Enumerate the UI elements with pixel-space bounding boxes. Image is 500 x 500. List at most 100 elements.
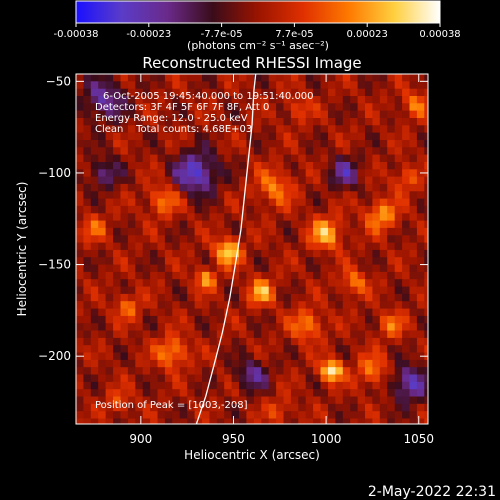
heatmap-cell — [409, 220, 418, 229]
heatmap-cell — [379, 169, 388, 178]
heatmap-cell — [335, 403, 344, 412]
heatmap-cell — [394, 88, 403, 97]
heatmap-cell — [253, 374, 262, 383]
heatmap-cell — [350, 315, 359, 324]
heatmap-cell — [261, 293, 270, 302]
heatmap-cell — [372, 103, 381, 112]
heatmap-cell — [261, 279, 270, 288]
heatmap-cell — [194, 323, 203, 332]
heatmap-cell — [298, 330, 307, 339]
heatmap-cell — [320, 315, 329, 324]
heatmap-cell — [135, 249, 144, 258]
heatmap-cell — [150, 279, 159, 288]
heatmap-cell — [357, 220, 366, 229]
heatmap-cell — [187, 227, 196, 236]
heatmap-cell — [313, 286, 322, 295]
heatmap-cell — [164, 359, 173, 368]
heatmap-cell — [409, 191, 418, 200]
heatmap-cell — [164, 301, 173, 310]
heatmap-cell — [328, 118, 336, 126]
heatmap-cell — [313, 154, 322, 163]
heatmap-cell — [416, 279, 425, 288]
heatmap-cell — [142, 330, 151, 339]
heatmap-cell — [350, 242, 359, 251]
heatmap-cell — [239, 169, 247, 178]
heatmap-cell — [142, 154, 151, 163]
heatmap-cell — [290, 154, 299, 163]
heatmap-cell — [253, 367, 262, 376]
heatmap-cell — [150, 74, 159, 82]
heatmap-cell — [402, 279, 411, 288]
heatmap-cell — [335, 118, 344, 126]
heatmap-cell — [290, 162, 299, 170]
heatmap-cell — [335, 286, 344, 295]
heatmap-cell — [113, 271, 122, 280]
heatmap-cell — [246, 147, 255, 156]
heatmap-cell — [83, 257, 92, 266]
heatmap-cell — [268, 389, 277, 398]
heatmap-cell — [150, 154, 159, 163]
heatmap-cell — [209, 264, 218, 273]
colorbar-unit-label: (photons cm⁻² s⁻¹ asec⁻²) — [187, 39, 329, 52]
heatmap-cell — [305, 337, 314, 346]
heatmap-cell — [350, 264, 359, 273]
heatmap-cell — [127, 176, 136, 185]
heatmap-cell — [246, 264, 255, 273]
heatmap-cell — [298, 220, 307, 229]
heatmap-cell — [328, 337, 336, 346]
heatmap-cell — [261, 249, 270, 258]
heatmap-cell — [105, 110, 114, 119]
heatmap-cell — [320, 279, 329, 288]
heatmap-cell — [76, 110, 84, 119]
heatmap-cell — [290, 264, 299, 273]
heatmap-cell — [402, 271, 411, 280]
heatmap-cell — [239, 323, 247, 332]
heatmap-cell — [342, 132, 351, 141]
heatmap-cell — [105, 315, 114, 324]
heatmap-cell — [83, 154, 92, 163]
heatmap-cell — [172, 213, 181, 222]
heatmap-cell — [261, 220, 270, 229]
heatmap-cell — [164, 403, 173, 412]
heatmap-cell — [424, 110, 428, 119]
heatmap-cell — [98, 249, 107, 258]
heatmap-cell — [135, 125, 144, 134]
heatmap-cell — [305, 213, 314, 222]
heatmap-cell — [424, 140, 428, 148]
heatmap-cell — [402, 103, 411, 112]
heatmap-cell — [379, 301, 388, 310]
heatmap-cell — [276, 293, 285, 302]
heatmap-cell — [290, 110, 299, 119]
heatmap-cell — [350, 220, 359, 229]
heatmap-cell — [342, 118, 351, 126]
heatmap-cell — [83, 162, 92, 170]
heatmap-cell — [283, 301, 292, 310]
heatmap-cell — [179, 367, 188, 376]
heatmap-cell — [379, 271, 388, 280]
heatmap-cell — [379, 257, 388, 266]
heatmap-cell — [246, 249, 255, 258]
heatmap-cell — [194, 74, 203, 82]
heatmap-cell — [157, 205, 166, 214]
heatmap-cell — [387, 154, 396, 163]
heatmap-cell — [224, 249, 233, 258]
heatmap-cell — [261, 374, 270, 383]
heatmap-cell — [320, 381, 329, 390]
heatmap-cell — [105, 88, 114, 97]
heatmap-cell — [127, 293, 136, 302]
heatmap-cell — [394, 183, 403, 192]
heatmap-cell — [335, 198, 344, 207]
heatmap-cell — [290, 140, 299, 148]
heatmap-cell — [127, 110, 136, 119]
heatmap-cell — [372, 279, 381, 288]
heatmap-cell — [90, 264, 99, 273]
heatmap-cell — [142, 103, 151, 112]
heatmap-cell — [179, 345, 188, 354]
heatmap-cell — [335, 169, 344, 178]
heatmap-cell — [357, 352, 366, 361]
heatmap-cell — [320, 389, 329, 398]
heatmap-cell — [409, 374, 418, 383]
heatmap-cell — [298, 205, 307, 214]
heatmap-cell — [187, 205, 196, 214]
heatmap-cell — [372, 323, 381, 332]
